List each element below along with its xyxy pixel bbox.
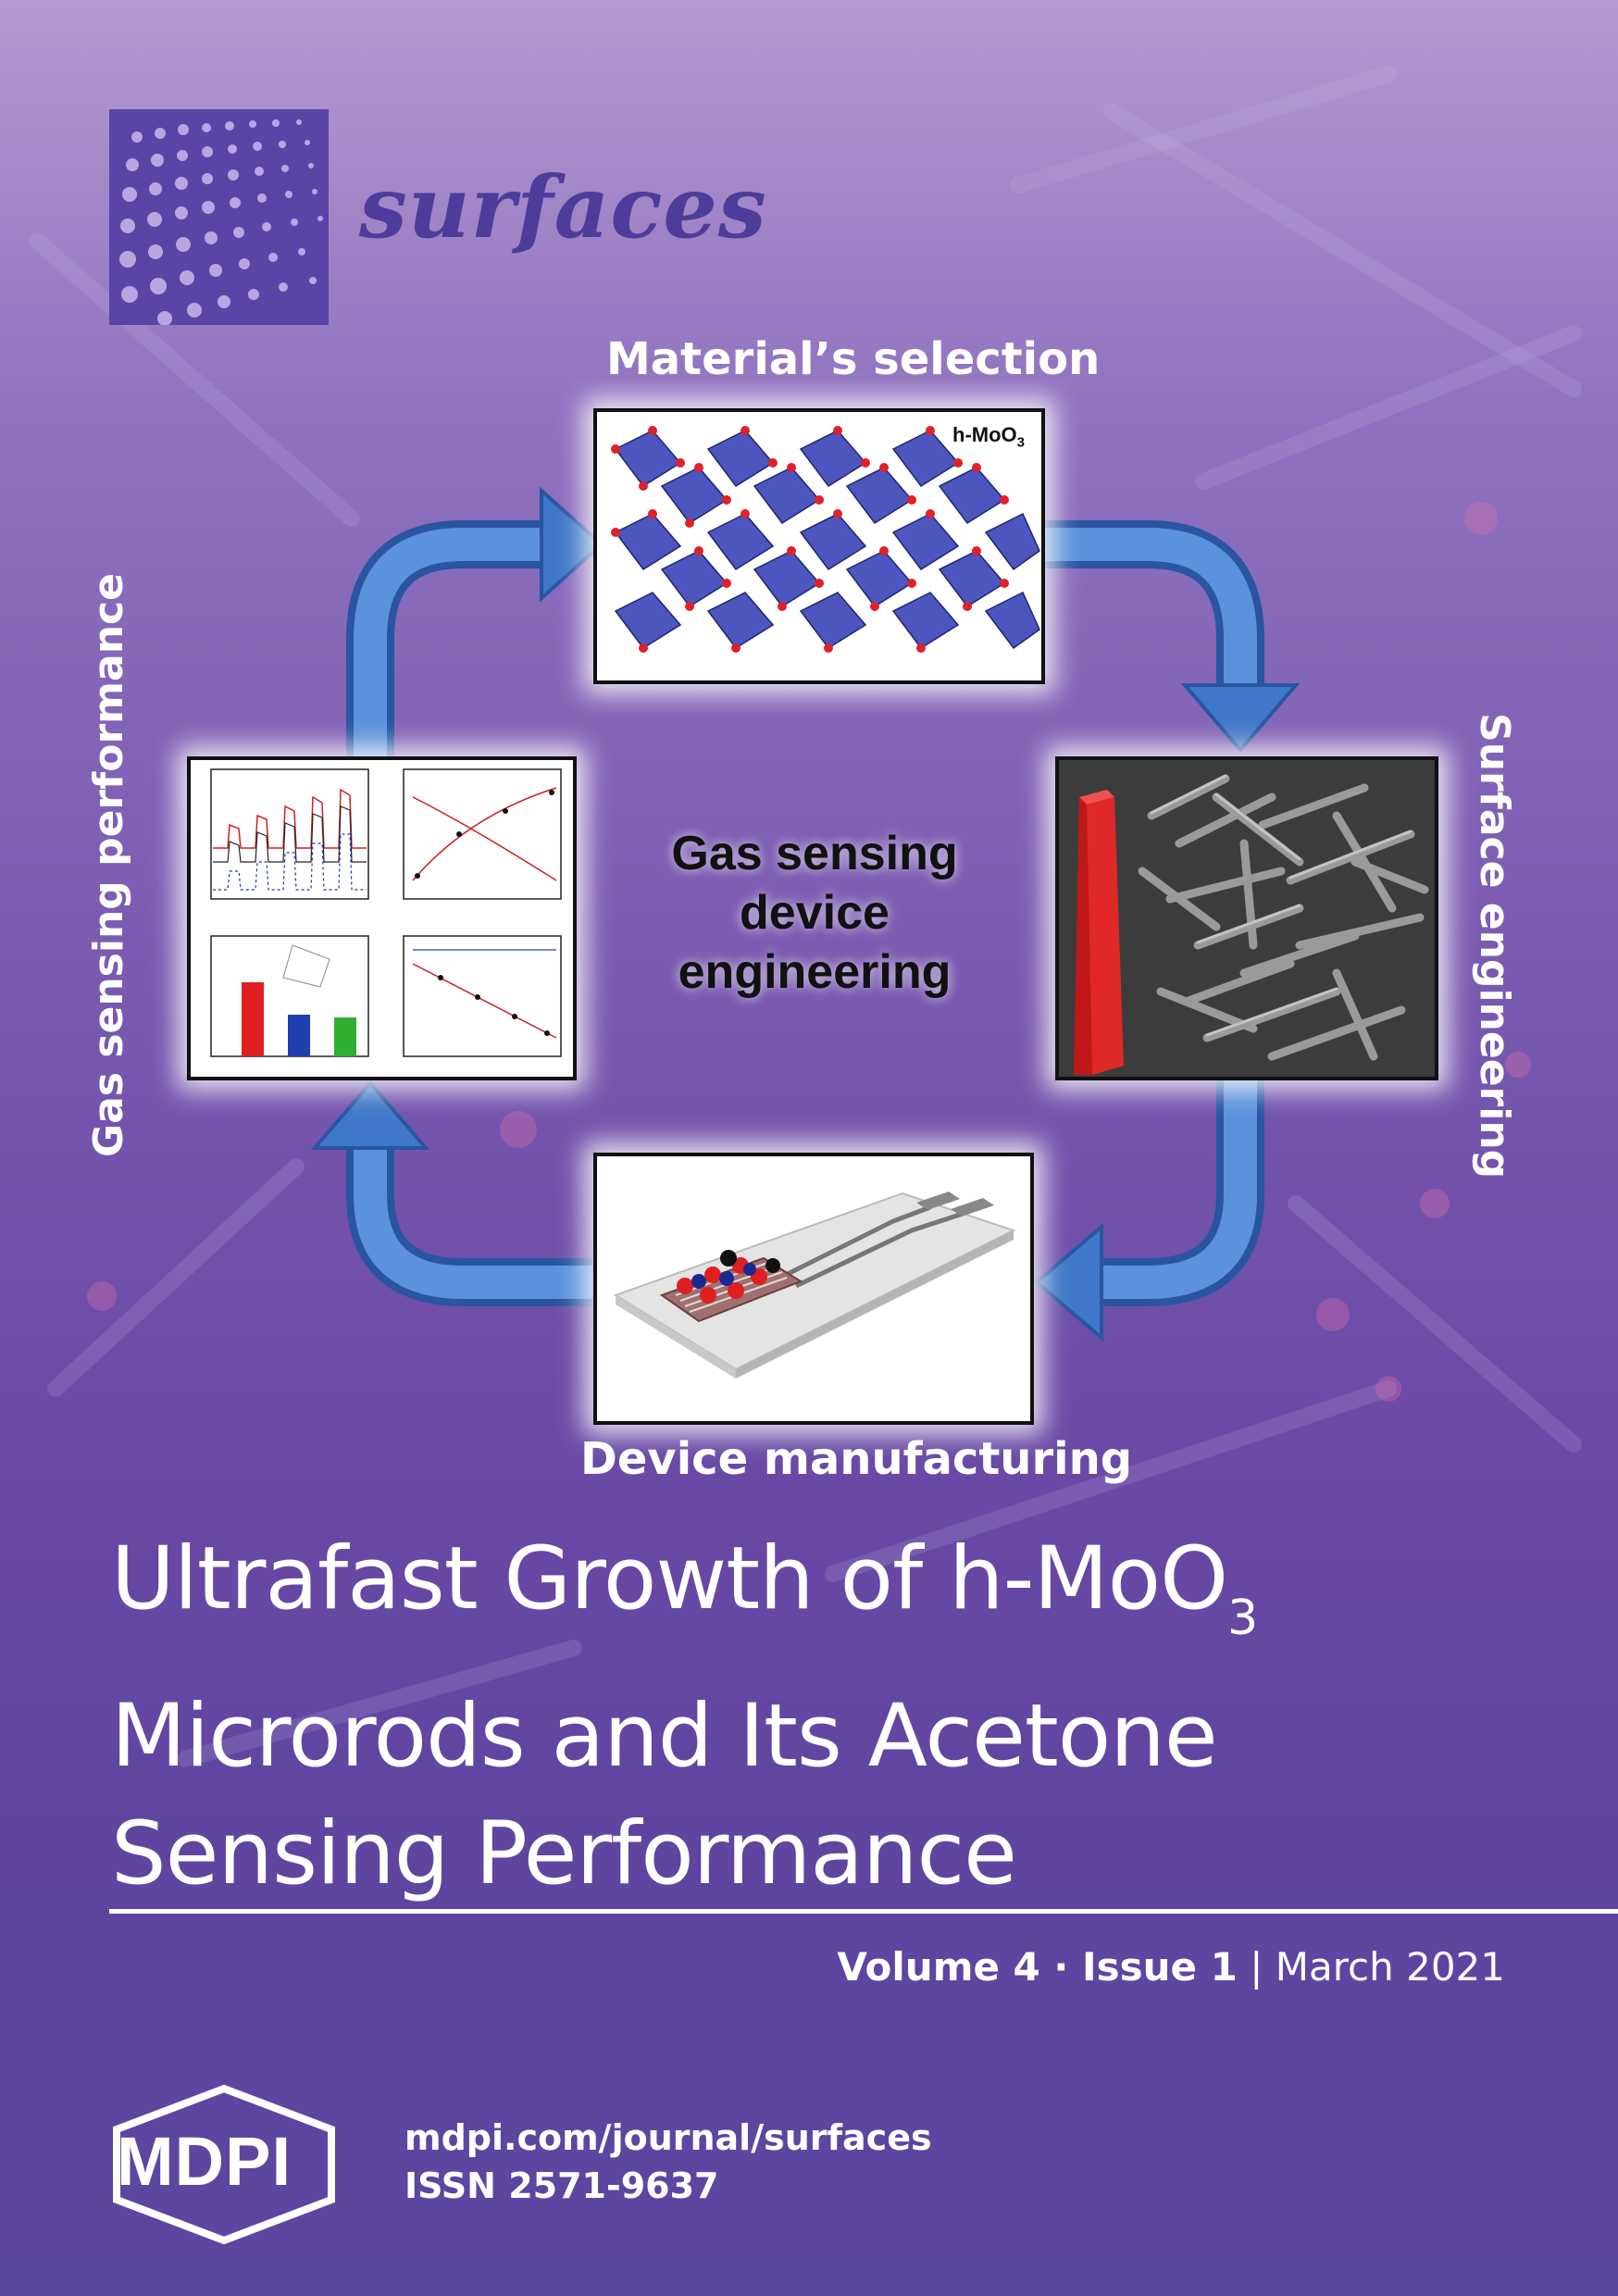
title-line: Sensing Performance xyxy=(111,1803,1017,1904)
volume-text: Volume 4 xyxy=(837,1944,1040,1990)
title-line: Ultrafast Growth of h-MoO xyxy=(111,1529,1228,1629)
formula-label: h-MoO3 xyxy=(952,423,1025,451)
title-subscript: 3 xyxy=(1227,1591,1258,1646)
label-surface-engineering: Surface engineering xyxy=(1471,713,1518,1179)
issue-info: Volume 4 · Issue 1 | March 2021 xyxy=(837,1944,1505,1990)
device-panel xyxy=(593,1153,1034,1425)
mdpi-logo-icon xyxy=(113,2085,335,2244)
journal-url[interactable]: mdpi.com/journal/surfaces xyxy=(404,2117,932,2158)
divider xyxy=(109,1909,1618,1914)
journal-name: surfaces xyxy=(359,157,767,257)
article-title: Ultrafast Growth of h-MoO3 Microrods and… xyxy=(111,1520,1258,1913)
center-caption-line: device xyxy=(740,886,890,940)
label-materials-selection: Material’s selection xyxy=(606,333,1101,385)
sensor-device-illustration xyxy=(613,1192,1016,1379)
red-microrod-icon xyxy=(1074,790,1124,1075)
label-gas-sensing-performance: Gas sensing performance xyxy=(85,573,132,1157)
performance-charts-panel xyxy=(187,756,577,1080)
center-caption: Gas sensing device engineering xyxy=(629,824,1000,1002)
microrods-sem-panel xyxy=(1055,756,1438,1080)
center-caption-line: Gas sensing xyxy=(671,827,958,880)
label-device-manufacturing: Device manufacturing xyxy=(580,1433,1133,1485)
issue-divider: | xyxy=(1237,1944,1276,1990)
octahedra-lattice-illustration xyxy=(611,426,1040,653)
performance-plots-illustration xyxy=(210,768,562,1057)
sem-micrograph-illustration xyxy=(1059,760,1435,1077)
title-line: Microrods and Its Acetone xyxy=(111,1686,1218,1787)
journal-logo-icon xyxy=(109,109,329,325)
issue-separator: · xyxy=(1039,1944,1082,1990)
center-caption-line: engineering xyxy=(678,945,952,999)
publisher-name: MDPI xyxy=(117,2123,292,2200)
issue-date: March 2021 xyxy=(1275,1944,1505,1990)
issn-text: ISSN 2571-9637 xyxy=(404,2165,719,2206)
issue-text: Issue 1 xyxy=(1082,1944,1238,1990)
crystal-structure-panel: h-MoO3 xyxy=(593,408,1045,684)
